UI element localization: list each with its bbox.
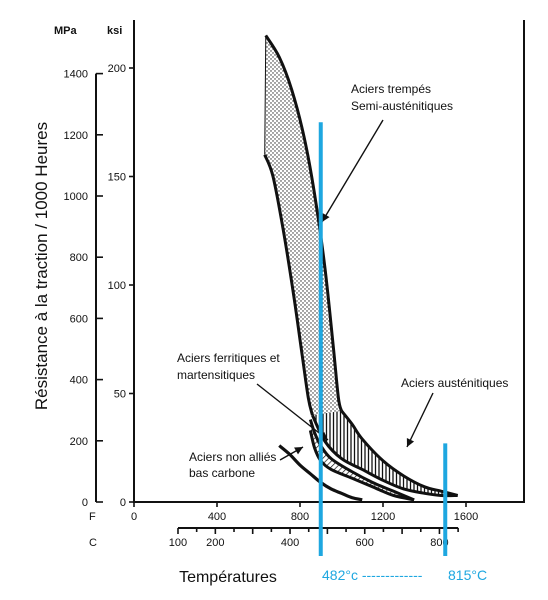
temperature-markers: 482°c ------------- 815°C <box>318 122 487 583</box>
leader-arrow-0 <box>322 213 330 222</box>
leader-line-2 <box>256 383 329 441</box>
series-label-2: Aciers ferritiques et <box>177 351 280 365</box>
c-tick-label: 400 <box>281 537 299 549</box>
leader-line-0 <box>321 119 384 223</box>
plot-frame <box>133 20 525 503</box>
unit-mpa: MPa <box>54 25 78 37</box>
band-left-edge <box>264 35 267 155</box>
series-label-1: Aciers austénitiques <box>401 376 508 390</box>
ksi-tick-label: 150 <box>108 172 126 184</box>
mpa-tick-label: 800 <box>70 252 88 264</box>
band-lower-2 <box>308 430 415 502</box>
temperature-marker-label: 815°C <box>448 567 487 583</box>
unit-f: F <box>89 511 96 523</box>
series-label-3: bas carbone <box>189 466 255 480</box>
c-tick-label: 200 <box>206 537 224 549</box>
f-tick-label: 800 <box>291 511 309 523</box>
ksi-tick-label: 0 <box>120 497 126 509</box>
band-lower-1 <box>311 414 458 498</box>
c-tick-label: 100 <box>169 537 187 549</box>
mpa-tick-label: 400 <box>70 375 88 387</box>
mpa-tick-label: 200 <box>70 436 88 448</box>
series-label-0: Aciers trempés <box>351 82 431 96</box>
x-axis-label: Températures <box>179 569 277 586</box>
unit-ksi: ksi <box>107 25 122 37</box>
band-upper-0 <box>264 34 343 412</box>
y-axis-label: Résistance à la traction / 1000 Heures <box>32 122 51 410</box>
unit-c: C <box>89 537 97 549</box>
f-tick-label: 0 <box>131 511 137 523</box>
mpa-tick-label: 1200 <box>64 130 88 142</box>
series-label-3: Aciers non alliés <box>189 450 276 464</box>
series-label-0: Semi-austénitiques <box>351 99 453 113</box>
f-tick-label: 400 <box>208 511 226 523</box>
mpa-tick-label: 1400 <box>64 69 88 81</box>
mpa-tick-label: 0 <box>82 497 88 509</box>
ksi-tick-label: 200 <box>108 63 126 75</box>
c-tick-label: 600 <box>356 537 374 549</box>
mpa-tick-label: 600 <box>70 313 88 325</box>
band-upper-2 <box>308 419 415 502</box>
mpa-tick-label: 1000 <box>64 191 88 203</box>
ksi-tick-label: 100 <box>108 280 126 292</box>
band-lower-0 <box>263 154 314 416</box>
leader-line-1 <box>406 392 434 448</box>
ksi-axis: 0 50 100 150 200 <box>108 63 134 509</box>
f-tick-label: 1600 <box>454 511 478 523</box>
series-label-2: martensitiques <box>177 368 255 382</box>
band-upper-1 <box>340 409 459 497</box>
f-tick-label: 1200 <box>371 511 395 523</box>
mpa-axis: 0 200 400 600 800 1000 1200 1400 <box>64 69 103 509</box>
temperature-marker-label: 482°c ------------- <box>322 567 423 583</box>
leader-arrow-1 <box>406 438 415 447</box>
series-labels: Aciers trempés Semi-austénitiques Aciers a… <box>177 82 508 480</box>
band-fill-1 <box>312 410 458 496</box>
ksi-tick-label: 50 <box>114 389 126 401</box>
leader-arrow-3 <box>294 447 303 455</box>
